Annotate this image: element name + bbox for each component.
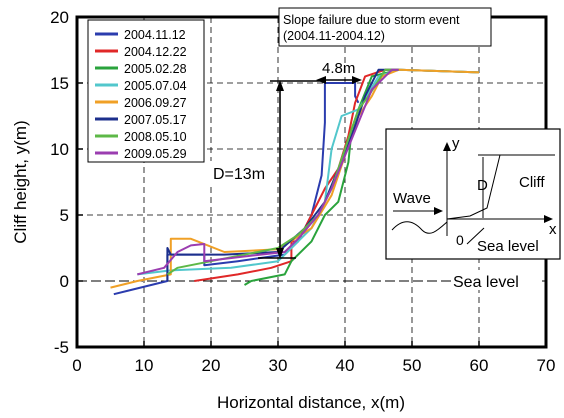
legend-label: 2004.12.22 — [124, 45, 187, 59]
x-tick-label: 10 — [135, 356, 154, 375]
x-axis-label: Horizontal distance, x(m) — [217, 393, 405, 412]
inset-cliff-profile — [446, 154, 555, 220]
x-tick-label: 70 — [537, 356, 556, 375]
inset-y-label: y — [452, 135, 460, 152]
inset-sea-level-pointer — [466, 227, 485, 245]
x-tick-label: 30 — [269, 356, 288, 375]
legend-label: 2004.11.12 — [124, 28, 186, 42]
inset-cliff-label: Cliff — [519, 174, 545, 191]
width-arrow-head-right — [352, 76, 362, 84]
legend-label: 2009.05.29 — [124, 147, 187, 161]
x-tick-label: 50 — [403, 356, 422, 375]
inset-x-label: x — [549, 221, 557, 238]
legend-label: 2007.05.17 — [124, 113, 187, 127]
depth-label-bg — [210, 161, 276, 183]
sea-level-label-bg — [452, 270, 542, 290]
x-tick-label: 20 — [202, 356, 221, 375]
y-tick-label: 5 — [60, 206, 69, 225]
legend-label: 2005.07.04 — [124, 79, 187, 93]
x-tick-label: 0 — [72, 356, 81, 375]
slope-failure-box — [278, 7, 492, 47]
annotations: D=13m 4.8m Slope failure due to storm ev… — [210, 7, 542, 291]
series-line — [137, 68, 399, 276]
depth-label: D=13m — [213, 166, 265, 183]
y-tick-label: 10 — [50, 140, 69, 159]
inset-diagram: y x D Cliff Wave 0 Sea level — [385, 128, 561, 260]
depth-arrow-head-bottom — [276, 248, 284, 259]
y-axis-label: Cliff height, y(m) — [11, 120, 30, 243]
inset-sea-level-label: Sea level — [477, 238, 539, 255]
y-tick-label: 20 — [50, 8, 69, 27]
depth-arrow-head-top — [276, 80, 284, 91]
inset-wave-curve — [391, 221, 448, 234]
legend-label: 2006.09.27 — [124, 96, 187, 110]
inset-y-arrow — [443, 142, 451, 151]
x-tick-label: 40 — [336, 356, 355, 375]
slope-failure-label: Slope failure due to storm event — [283, 13, 460, 27]
inset-x-arrow — [544, 215, 553, 223]
y-tick-label: 15 — [50, 74, 69, 93]
slope-failure-period: (2004.11-2004.12) — [283, 29, 385, 43]
width-arrow-head-left — [316, 76, 326, 84]
x-tick-label: 60 — [470, 356, 489, 375]
inset-frame — [385, 128, 561, 260]
y-tick-label: 0 — [60, 272, 69, 291]
legend: 2004.11.12 2004.12.22 2005.02.28 2005.07.04… — [87, 19, 205, 163]
y-tick-label: -5 — [54, 338, 69, 357]
legend-box — [87, 19, 205, 163]
sea-level-label: Sea level — [453, 274, 519, 291]
inset-wave-label: Wave — [393, 190, 431, 207]
width-label: 4.8m — [322, 60, 355, 77]
inset-d-label: D — [477, 177, 488, 194]
series-line — [243, 68, 480, 286]
series-line — [110, 68, 480, 289]
inset-wave-arrow-head — [434, 207, 443, 215]
series-lines — [110, 68, 480, 296]
inset-origin-label: 0 — [456, 232, 464, 248]
legend-label: 2005.02.28 — [124, 62, 187, 76]
legend-label: 2008.05.10 — [124, 130, 187, 144]
